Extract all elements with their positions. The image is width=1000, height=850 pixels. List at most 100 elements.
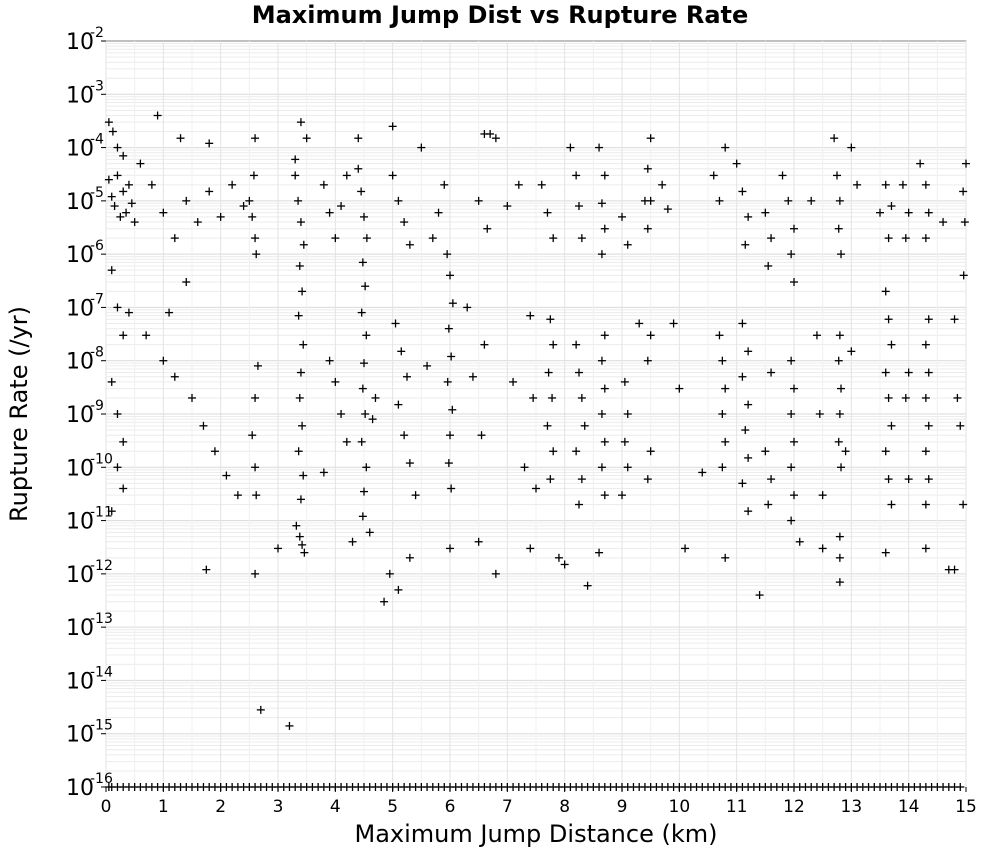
- data-point: [385, 569, 394, 578]
- data-point: [956, 421, 965, 430]
- data-point: [428, 234, 437, 243]
- data-point: [354, 134, 363, 143]
- data-point: [580, 421, 589, 430]
- data-point: [294, 196, 303, 205]
- data-point: [790, 491, 798, 500]
- data-point: [738, 187, 747, 196]
- data-point: [924, 421, 933, 430]
- data-point: [643, 164, 652, 173]
- data-point: [299, 340, 308, 349]
- data-point: [159, 356, 168, 365]
- data-point: [959, 271, 968, 280]
- data-point: [159, 208, 168, 217]
- data-point: [104, 118, 113, 127]
- data-point: [357, 308, 366, 317]
- data-point: [354, 164, 363, 173]
- data-point: [358, 258, 367, 267]
- data-point: [950, 315, 959, 324]
- data-point: [835, 532, 844, 541]
- data-point: [532, 484, 540, 493]
- data-point: [600, 437, 609, 446]
- data-point: [107, 266, 116, 275]
- data-point: [228, 180, 237, 189]
- data-point: [577, 234, 586, 243]
- data-point: [960, 218, 969, 227]
- y-tick-label: 10: [66, 616, 94, 641]
- data-point: [537, 180, 546, 189]
- data-point: [448, 405, 457, 414]
- data-point: [600, 224, 609, 233]
- data-point: [837, 463, 846, 472]
- data-point: [107, 377, 116, 386]
- data-point: [738, 319, 747, 328]
- data-point: [583, 581, 592, 590]
- data-point: [715, 196, 724, 205]
- data-point: [368, 415, 377, 424]
- data-point: [170, 372, 179, 381]
- data-point: [924, 315, 933, 324]
- data-point: [296, 218, 305, 227]
- data-point: [127, 199, 136, 208]
- data-point: [331, 234, 340, 243]
- data-point: [646, 447, 655, 456]
- data-point: [881, 548, 890, 557]
- data-point: [881, 180, 890, 189]
- data-point: [292, 521, 301, 530]
- data-point: [544, 368, 553, 377]
- data-point: [394, 400, 403, 409]
- y-tick-exponent: -10: [90, 451, 113, 467]
- data-point: [170, 234, 179, 243]
- data-point: [357, 437, 366, 446]
- data-point: [721, 143, 730, 152]
- data-point: [623, 240, 632, 249]
- data-point: [572, 171, 581, 180]
- data-point: [371, 393, 380, 402]
- x-tick-label: 2: [215, 797, 226, 817]
- data-point: [291, 171, 300, 180]
- data-point: [477, 431, 486, 440]
- data-point: [294, 311, 303, 320]
- y-tick-exponent: -15: [90, 718, 113, 734]
- data-point: [486, 129, 495, 138]
- data-point: [921, 544, 930, 553]
- data-point: [904, 475, 913, 484]
- data-point: [623, 463, 632, 472]
- data-point: [295, 532, 304, 541]
- data-point: [554, 553, 563, 562]
- data-point: [818, 491, 827, 500]
- data-point: [342, 437, 351, 446]
- data-point: [847, 347, 856, 356]
- data-point: [575, 368, 583, 377]
- data-point: [503, 202, 512, 211]
- data-point: [620, 377, 629, 386]
- data-point: [294, 447, 303, 456]
- data-point: [924, 208, 933, 217]
- data-point: [807, 196, 816, 205]
- data-point: [597, 250, 606, 259]
- data-point: [815, 410, 824, 418]
- data-point: [337, 202, 346, 211]
- y-tick-label: 10: [66, 190, 94, 215]
- x-tick-label: 8: [559, 797, 570, 817]
- data-point: [881, 287, 890, 296]
- data-point: [256, 705, 265, 714]
- data-point: [597, 356, 606, 365]
- data-point: [575, 202, 583, 211]
- data-point: [446, 431, 454, 440]
- data-point: [834, 437, 843, 446]
- data-point: [577, 475, 586, 484]
- data-point: [444, 324, 453, 333]
- data-point: [443, 250, 452, 259]
- data-point: [388, 171, 397, 180]
- data-point: [325, 356, 334, 365]
- data-point: [790, 437, 798, 446]
- data-point: [767, 234, 776, 243]
- data-point: [646, 331, 655, 340]
- data-point: [764, 500, 773, 509]
- data-point: [887, 202, 896, 211]
- data-point: [348, 537, 357, 546]
- data-point: [549, 234, 558, 243]
- data-point: [239, 202, 248, 211]
- data-point: [480, 340, 489, 349]
